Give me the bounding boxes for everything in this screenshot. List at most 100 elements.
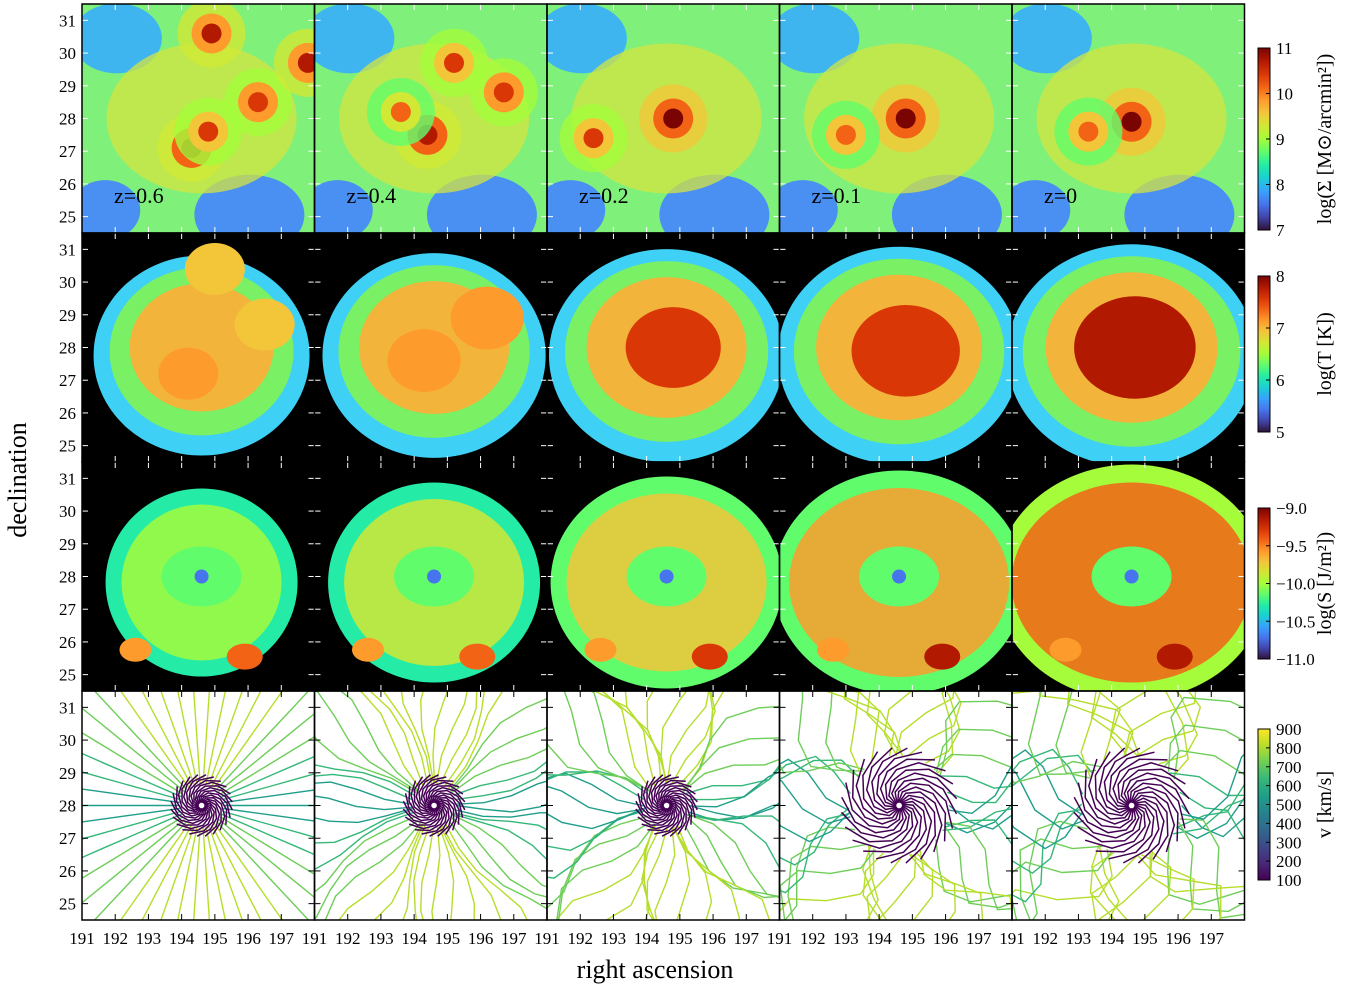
streamline xyxy=(1170,696,1245,780)
colorbar-tick-label: −11.0 xyxy=(1276,650,1315,669)
streamline xyxy=(324,822,422,920)
streamline xyxy=(646,827,668,920)
streamline xyxy=(431,827,441,920)
streamline-core xyxy=(404,793,437,819)
streamline xyxy=(177,691,198,785)
streamline-core xyxy=(1088,758,1133,820)
streamline xyxy=(948,764,1012,815)
streamline-core xyxy=(181,776,202,813)
x-tick-label: 192 xyxy=(567,929,593,948)
streamline xyxy=(82,771,181,801)
streamline xyxy=(445,823,528,920)
colorbar-tick-label: 500 xyxy=(1276,796,1302,815)
streamline xyxy=(82,807,180,823)
streamline xyxy=(866,691,904,757)
streamline xyxy=(643,824,657,920)
void-region xyxy=(314,4,395,74)
streamline xyxy=(205,826,227,920)
void-region xyxy=(547,4,627,74)
y-tick-label: 29 xyxy=(59,77,76,96)
streamline xyxy=(451,747,547,794)
streamline-core xyxy=(1130,791,1176,853)
x-tick-label: 194 xyxy=(634,929,660,948)
colorbar-tick-label: 200 xyxy=(1276,852,1302,871)
peak xyxy=(390,101,411,122)
streamline xyxy=(688,801,780,819)
y-tick-label: 27 xyxy=(59,142,77,161)
streamline-core xyxy=(1132,797,1165,864)
x-tick-label: 197 xyxy=(1199,929,1225,948)
streamline xyxy=(213,691,284,788)
streamline xyxy=(779,758,850,812)
streamline xyxy=(1179,818,1245,919)
streamline xyxy=(883,691,913,756)
streamline-core xyxy=(862,751,899,817)
streamline-core xyxy=(414,804,446,832)
streamline xyxy=(1080,691,1102,778)
streamline xyxy=(438,826,455,920)
streamline xyxy=(895,691,955,756)
streamline xyxy=(547,771,646,801)
x-tick-label: 195 xyxy=(1132,929,1158,948)
x-tick-label: 192 xyxy=(335,929,361,948)
x-tick-label: 197 xyxy=(501,929,527,948)
streamline xyxy=(208,691,243,786)
colorbar-tick-label: 6 xyxy=(1276,371,1285,390)
substructure xyxy=(584,637,617,662)
streamline xyxy=(160,691,195,786)
streamline-core xyxy=(183,774,201,811)
streamline xyxy=(1012,760,1101,784)
core-dip xyxy=(1124,569,1139,584)
colorbar-tick-label: 7 xyxy=(1276,319,1285,338)
streamline-core xyxy=(430,789,466,811)
streamline xyxy=(339,691,419,791)
streamline xyxy=(601,691,662,785)
streamline xyxy=(1169,772,1245,797)
colorbar-label: log(S [J/m²]) xyxy=(1314,532,1336,635)
streamline xyxy=(202,827,211,920)
streamline xyxy=(432,691,449,784)
streamline-core xyxy=(852,804,914,849)
streamline-core xyxy=(172,793,204,819)
streamline xyxy=(671,826,713,920)
streamline-core xyxy=(897,786,947,842)
streamline xyxy=(779,778,851,825)
streamline xyxy=(1158,691,1198,765)
streamline xyxy=(202,691,211,784)
colorbar-tick-label: −10.0 xyxy=(1276,575,1315,594)
streamline xyxy=(557,820,652,920)
streamline xyxy=(943,819,1012,847)
streamline xyxy=(1176,810,1245,842)
streamline xyxy=(221,813,315,856)
streamline-core xyxy=(1130,786,1179,842)
y-tick-label: 31 xyxy=(59,698,76,717)
redshift-label: z=0.1 xyxy=(812,183,862,208)
streamline-core xyxy=(172,805,209,826)
streamline xyxy=(779,849,877,920)
substructure xyxy=(1156,643,1193,670)
streamline xyxy=(779,755,852,795)
streamline xyxy=(369,691,424,787)
streamline xyxy=(1096,850,1153,920)
streamline-core xyxy=(190,779,221,807)
colorbar-tick-label: −9.0 xyxy=(1276,499,1307,518)
core-dip xyxy=(427,569,442,584)
peak xyxy=(895,108,916,129)
colorbar-tick-label: 5 xyxy=(1276,423,1285,442)
y-tick-label: 27 xyxy=(59,371,77,390)
streamline xyxy=(779,759,859,780)
peak xyxy=(663,108,684,129)
y-tick-label: 26 xyxy=(59,404,76,423)
redshift-label: z=0.2 xyxy=(579,183,629,208)
streamline-core xyxy=(1122,800,1160,864)
streamline xyxy=(682,737,780,792)
x-tick-label: 193 xyxy=(601,929,627,948)
streamline xyxy=(862,846,888,920)
streamline xyxy=(687,764,780,801)
colorbar-tick-label: −10.5 xyxy=(1276,612,1315,631)
streamline xyxy=(1012,851,1113,920)
streamline-core xyxy=(1073,806,1140,839)
streamline-core xyxy=(425,781,460,807)
x-tick-label: 195 xyxy=(900,929,926,948)
